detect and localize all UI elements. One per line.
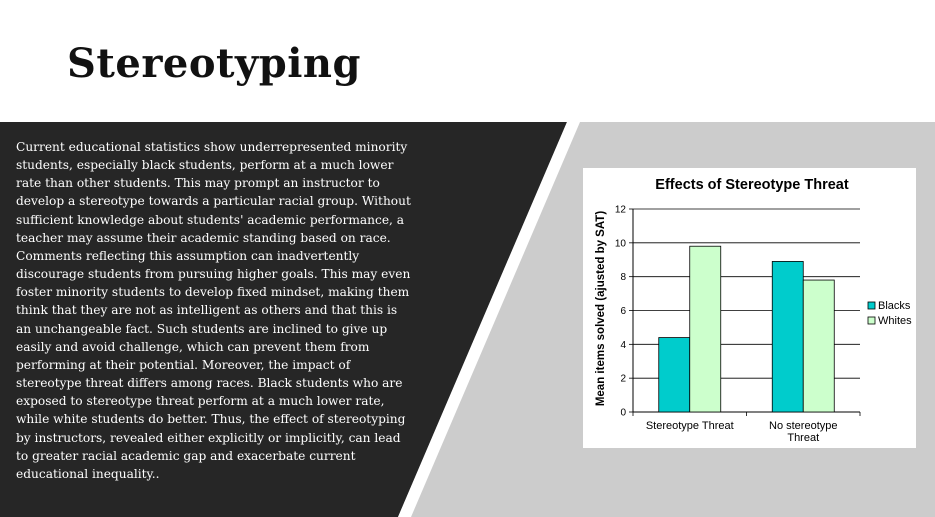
- chart-title: Effects of Stereotype Threat: [655, 177, 849, 193]
- y-tick-label: 8: [620, 272, 626, 283]
- bar-blacks: [771, 261, 804, 413]
- bar-blacks: [658, 337, 691, 413]
- x-tick-label: No stereotype: [769, 420, 837, 432]
- body-text: Current educational statistics show unde…: [16, 140, 411, 481]
- panel-divider: [398, 122, 580, 517]
- text-panel: [0, 122, 580, 517]
- chart-svg: Effects of Stereotype Threat 0 2 4 6 8 10 12 Mea…: [595, 177, 916, 444]
- chart: Effects of Stereotype Threat 0 2 4 6 8 10 12 Mea…: [583, 168, 916, 448]
- y-axis-label: Mean items solved (ajusted by SAT): [595, 211, 607, 407]
- legend-swatch-whites: [867, 316, 876, 325]
- y-tick-label: 2: [620, 374, 626, 385]
- text-panel-shape: [0, 122, 567, 517]
- bar-whites: [689, 245, 722, 413]
- legend-label-blacks: Blacks: [878, 300, 911, 312]
- x-tick-label: Threat: [787, 432, 819, 444]
- y-tick-label: 4: [620, 340, 626, 351]
- y-tick-label: 0: [620, 408, 626, 419]
- y-tick-label: 10: [615, 238, 627, 249]
- legend-label-whites: Whites: [878, 315, 912, 327]
- slide-title: Stereotyping: [67, 40, 361, 87]
- bar-whites: [802, 279, 835, 413]
- legend-swatch-blacks: [867, 301, 876, 310]
- y-tick-label: 6: [620, 306, 626, 317]
- x-tick-label: Stereotype Threat: [646, 420, 734, 432]
- y-tick-label: 12: [615, 205, 627, 216]
